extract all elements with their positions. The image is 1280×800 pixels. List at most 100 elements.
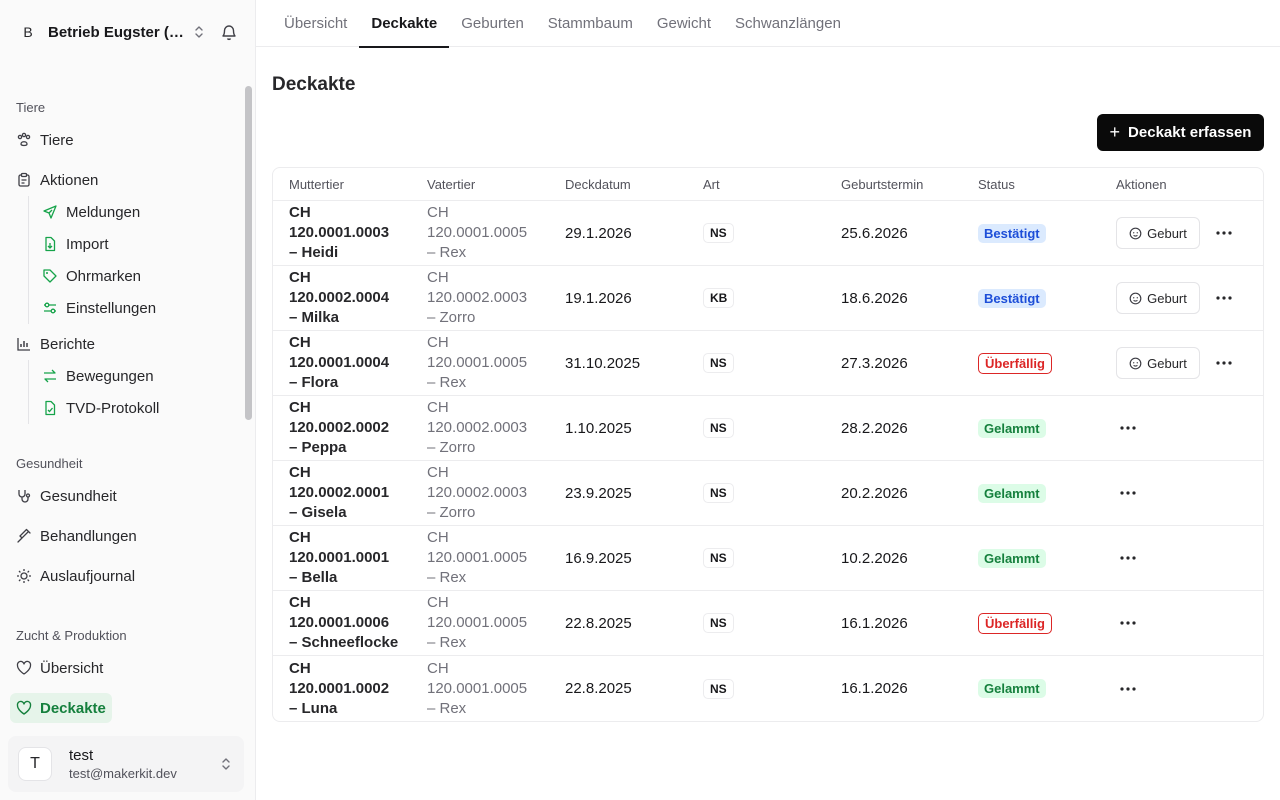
tab-stammbaum[interactable]: Stammbaum — [547, 15, 633, 32]
column-header[interactable]: Muttertier — [289, 176, 344, 192]
sidebar-item-deckakte[interactable]: Deckakte — [10, 693, 112, 723]
father-cell[interactable]: CH 120.0001.0005 – Rex — [411, 593, 549, 653]
more-actions-button[interactable] — [1212, 351, 1236, 375]
column-header[interactable]: Vatertier — [427, 176, 476, 192]
sidebar-item-tvd-protokoll[interactable]: TVD-Protokoll — [36, 393, 165, 423]
more-actions-button[interactable] — [1212, 221, 1236, 245]
sidebar-item-tiere[interactable]: Tiere — [10, 125, 80, 155]
more-actions-button[interactable] — [1116, 416, 1140, 440]
father-cell[interactable]: CH 120.0002.0003 – Zorro — [411, 463, 549, 523]
mother-cell[interactable]: CH 120.0001.0004 – Flora — [273, 333, 411, 393]
father-name: – Rex — [427, 569, 467, 586]
table-row[interactable]: CH 120.0001.0002 – Luna CH 120.0001.0005… — [273, 656, 1263, 721]
column-header[interactable]: Deckdatum — [565, 176, 631, 192]
status-badge: Bestätigt — [978, 288, 1046, 308]
birth-button[interactable]: Geburt — [1116, 282, 1200, 314]
bell-icon[interactable] — [220, 23, 238, 41]
sidebar-item-bewegungen[interactable]: Bewegungen — [36, 361, 160, 391]
tab-schwanzlaengen[interactable]: Schwanzlängen — [735, 15, 841, 32]
mother-id: CH 120.0001.0004 — [289, 334, 390, 371]
mother-id: CH 120.0001.0003 — [289, 204, 390, 241]
birth-button[interactable]: Geburt — [1116, 347, 1200, 379]
date-cell: 1.10.2025 — [565, 419, 632, 437]
due-cell: 20.2.2026 — [841, 484, 908, 502]
art-cell: NS — [687, 483, 825, 503]
more-actions-button[interactable] — [1116, 677, 1140, 701]
actions-cell — [1100, 416, 1260, 440]
table-row[interactable]: CH 120.0001.0003 – Heidi CH 120.0001.000… — [273, 201, 1263, 266]
table-row[interactable]: CH 120.0001.0004 – Flora CH 120.0001.000… — [273, 331, 1263, 396]
more-actions-button[interactable] — [1116, 481, 1140, 505]
father-cell[interactable]: CH 120.0001.0005 – Rex — [411, 659, 549, 719]
sidebar-item-label: Deckakte — [40, 699, 106, 717]
father-cell[interactable]: CH 120.0001.0005 – Rex — [411, 203, 549, 263]
birth-button[interactable]: Geburt — [1116, 217, 1200, 249]
mother-name: – Milka — [289, 309, 340, 326]
mother-cell[interactable]: CH 120.0001.0006 – Schneeflocke — [273, 593, 411, 653]
more-actions-button[interactable] — [1116, 546, 1140, 570]
table-row[interactable]: CH 120.0001.0006 – Schneeflocke CH 120.0… — [273, 591, 1263, 656]
sidebar-scrollbar[interactable] — [245, 86, 252, 420]
birth-button-label: Geburt — [1147, 355, 1187, 371]
sidebar-item-aktionen[interactable]: Aktionen — [10, 165, 104, 195]
more-actions-button[interactable] — [1212, 286, 1236, 310]
mother-cell[interactable]: CH 120.0001.0002 – Luna — [273, 659, 411, 719]
mother-cell[interactable]: CH 120.0002.0004 – Milka — [273, 268, 411, 328]
father-cell[interactable]: CH 120.0001.0005 – Rex — [411, 528, 549, 588]
sidebar-item-einstellungen[interactable]: Einstellungen — [36, 293, 162, 323]
art-badge: NS — [703, 418, 734, 438]
deckakte-table: Muttertier Vatertier Deckdatum Art Gebur… — [272, 167, 1264, 722]
table-row[interactable]: CH 120.0002.0002 – Peppa CH 120.0002.000… — [273, 396, 1263, 461]
father-id: CH 120.0002.0003 — [427, 464, 528, 501]
mother-cell[interactable]: CH 120.0002.0001 – Gisela — [273, 463, 411, 523]
more-horizontal-icon — [1216, 296, 1232, 300]
father-id: CH 120.0001.0005 — [427, 204, 528, 241]
status-cell: Überfällig — [962, 352, 1100, 374]
sidebar-item-behandlungen[interactable]: Behandlungen — [10, 521, 143, 551]
date-cell: 23.9.2025 — [565, 484, 632, 502]
sidebar-item-label: Meldungen — [66, 203, 141, 221]
chevron-up-down-icon — [222, 758, 230, 770]
sidebar-item-uebersicht[interactable]: Übersicht — [10, 653, 109, 683]
tab-uebersicht[interactable]: Übersicht — [284, 15, 348, 32]
mother-cell[interactable]: CH 120.0002.0002 – Peppa — [273, 398, 411, 458]
mother-cell[interactable]: CH 120.0001.0003 – Heidi — [273, 203, 411, 263]
column-header[interactable]: Geburtstermin — [841, 176, 924, 192]
status-badge: Überfällig — [978, 352, 1052, 374]
tab-deckakte[interactable]: Deckakte — [359, 0, 450, 48]
art-cell: NS — [687, 353, 825, 373]
user-menu[interactable]: T test test@makerkit.dev — [8, 736, 244, 792]
art-badge: NS — [703, 353, 734, 373]
father-cell[interactable]: CH 120.0002.0003 – Zorro — [411, 398, 549, 458]
org-switcher[interactable]: B Betrieb Eugster (H... — [16, 16, 240, 48]
father-cell[interactable]: CH 120.0001.0005 – Rex — [411, 333, 549, 393]
date-cell: 31.10.2025 — [565, 354, 641, 372]
sidebar-item-import[interactable]: Import — [36, 229, 115, 259]
tab-gewicht[interactable]: Gewicht — [656, 15, 712, 32]
sidebar-item-auslaufjournal[interactable]: Auslaufjournal — [10, 561, 141, 591]
mother-cell[interactable]: CH 120.0001.0001 – Bella — [273, 528, 411, 588]
more-actions-button[interactable] — [1116, 611, 1140, 635]
sidebar-item-meldungen[interactable]: Meldungen — [36, 197, 146, 227]
table-row[interactable]: CH 120.0002.0004 – Milka CH 120.0002.000… — [273, 266, 1263, 331]
status-badge: Bestätigt — [978, 223, 1046, 243]
father-cell[interactable]: CH 120.0002.0003 – Zorro — [411, 268, 549, 328]
sidebar-item-gesundheit[interactable]: Gesundheit — [10, 481, 123, 511]
art-badge: NS — [703, 613, 734, 633]
bar-chart-icon — [16, 336, 32, 352]
column-header[interactable]: Status — [978, 176, 1015, 192]
tab-bar: Übersicht Deckakte Geburten Stammbaum Ge… — [256, 0, 1280, 48]
table-row[interactable]: CH 120.0002.0001 – Gisela CH 120.0002.00… — [273, 461, 1263, 526]
art-badge: NS — [703, 483, 734, 503]
sidebar-item-ohrmarken[interactable]: Ohrmarken — [36, 261, 147, 291]
mother-name: – Luna — [289, 699, 338, 717]
sidebar-item-berichte[interactable]: Berichte — [10, 329, 101, 359]
add-deckakt-button[interactable]: + Deckakt erfassen — [1097, 114, 1264, 151]
tab-geburten[interactable]: Geburten — [461, 15, 524, 32]
father-name: – Rex — [427, 699, 467, 717]
column-header[interactable]: Art — [703, 176, 720, 192]
father-name: – Rex — [427, 374, 467, 391]
sidebar-item-label: Tiere — [40, 131, 74, 149]
table-row[interactable]: CH 120.0001.0001 – Bella CH 120.0001.000… — [273, 526, 1263, 591]
art-cell: NS — [687, 678, 825, 699]
